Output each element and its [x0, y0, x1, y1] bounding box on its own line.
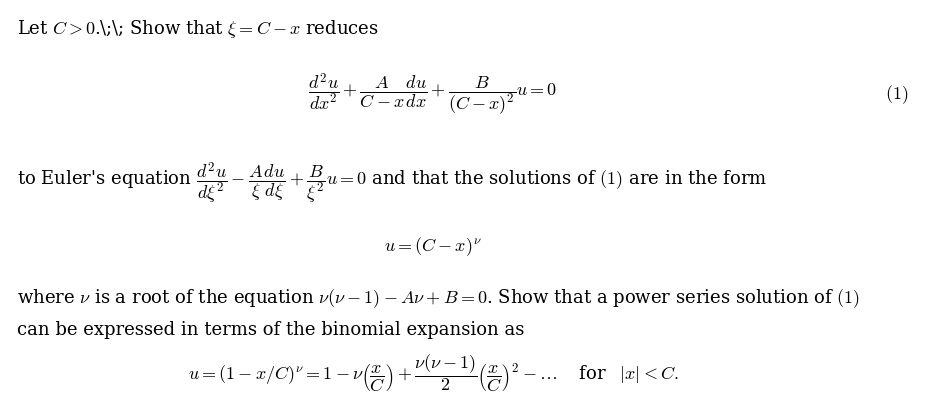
Text: to Euler's equation $\dfrac{d^2u}{d\xi^2} - \dfrac{A}{\xi}\dfrac{du}{d\xi} + \df: to Euler's equation $\dfrac{d^2u}{d\xi^2… — [17, 161, 767, 207]
Text: where $\nu$ is a root of the equation $\nu(\nu - 1) - A\nu + B = 0$. Show that a: where $\nu$ is a root of the equation $\… — [17, 287, 860, 310]
Text: $\dfrac{d^2u}{dx^2} + \dfrac{A}{C-x}\dfrac{du}{dx} + \dfrac{B}{(C-x)^2}u = 0$: $\dfrac{d^2u}{dx^2} + \dfrac{A}{C-x}\dfr… — [309, 72, 557, 118]
Text: Let $C > 0$.\;\; Show that $\xi = C - x$ reduces: Let $C > 0$.\;\; Show that $\xi = C - x$… — [17, 18, 378, 40]
Text: $u = (1 - x/C)^{\nu} = 1 - \nu\left(\dfrac{x}{C}\right) + \dfrac{\nu(\nu-1)}{2}\: $u = (1 - x/C)^{\nu} = 1 - \nu\left(\dfr… — [187, 352, 678, 394]
Text: $(1)$: $(1)$ — [885, 83, 908, 106]
Text: $u = (C - x)^{\nu}$: $u = (C - x)^{\nu}$ — [384, 235, 482, 258]
Text: can be expressed in terms of the binomial expansion as: can be expressed in terms of the binomia… — [17, 321, 524, 339]
